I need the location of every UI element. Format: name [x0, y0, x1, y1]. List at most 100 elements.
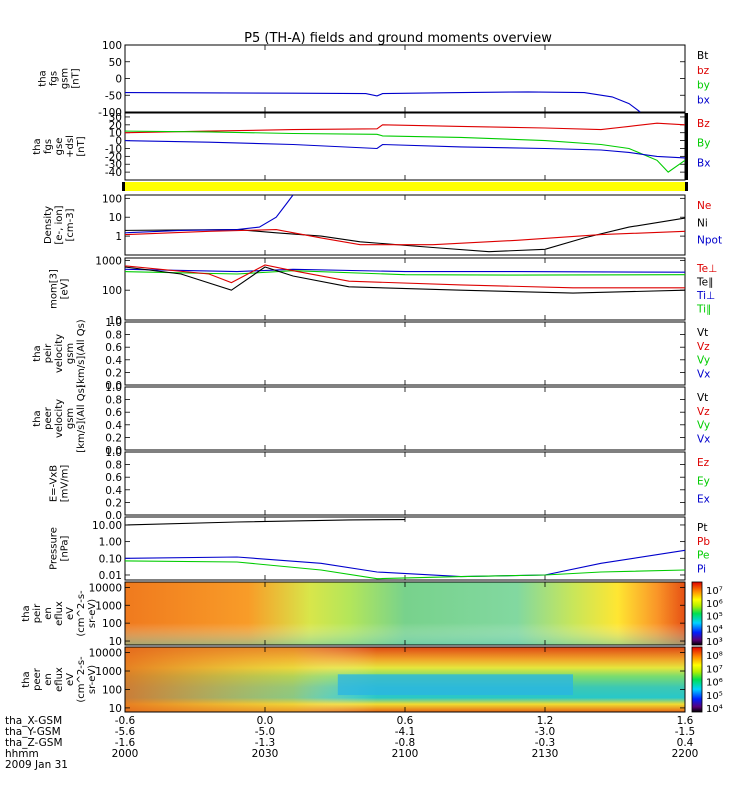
y-tick-label: 10	[109, 128, 122, 140]
y-tick-label: -40	[105, 167, 122, 179]
y-tick-label: 0.10	[99, 553, 122, 565]
y-axis-label: [cm-3]	[65, 208, 76, 241]
y-axis-label: peir	[43, 343, 54, 363]
colorbar-label: 10⁵	[706, 612, 723, 623]
colorbar-label: 10³	[706, 637, 723, 648]
series-Npot	[124, 194, 294, 234]
y-tick-label: 100	[102, 285, 122, 297]
y-tick-label: 0.2	[105, 497, 122, 509]
y-axis-label: eV	[65, 607, 76, 620]
legend-By: By	[697, 138, 710, 150]
y-tick-label: 1.0	[105, 447, 122, 459]
y-tick-label: 0.2	[105, 367, 122, 379]
panel-frame	[124, 386, 686, 451]
y-axis-label: tha	[38, 70, 49, 86]
y-axis-label: [nT]	[71, 68, 82, 88]
y-axis-label: peir	[32, 603, 43, 623]
legend-Ex: Ex	[697, 494, 710, 506]
panel-frame	[124, 44, 686, 113]
y-tick-label: -20	[105, 151, 122, 163]
y-tick-label: 1000	[95, 600, 122, 612]
y-axis-label: Density	[43, 206, 54, 244]
legend-Te∥: Te∥	[696, 277, 713, 289]
y-tick-label: 0.2	[105, 432, 122, 444]
legend-Pt: Pt	[697, 522, 707, 534]
separator-cap	[685, 182, 688, 191]
y-tick-label: 0.0	[105, 510, 122, 522]
x-tick-label: 2200	[672, 748, 699, 760]
y-tick-label: 1.0	[105, 382, 122, 394]
x-tick-label: 2030	[252, 748, 279, 760]
colorbar-label: 10⁶	[706, 678, 723, 689]
x-tick-label: 1.6	[677, 715, 694, 727]
y-tick-label: 10	[109, 636, 122, 648]
y-axis-label: tha	[21, 671, 32, 687]
y-tick-label: 100	[102, 40, 122, 52]
y-axis-label: fgs	[43, 139, 54, 154]
panel-frame	[124, 112, 686, 181]
spectrogram-blob	[337, 674, 573, 696]
series-Pt	[124, 519, 406, 526]
series-Bx	[124, 140, 686, 159]
legend-Vx: Vx	[697, 368, 710, 380]
separator-bar	[125, 182, 685, 191]
panel-mom_temp: 1000 100 10 mom[3] [eV] Te⊥ Te∥Ti⊥ Ti∥	[49, 255, 718, 327]
y-axis-label: tha	[32, 345, 43, 361]
panel-frame	[124, 516, 686, 581]
colorbar-label: 10⁴	[706, 704, 723, 715]
x-tick-label: 0.6	[397, 715, 414, 727]
x-row-label: tha_X-GSM	[5, 715, 62, 727]
y-tick-label: 30	[109, 112, 122, 124]
y-tick-label: 10	[109, 315, 122, 327]
y-tick-label: 100	[102, 193, 122, 205]
x-row-label: tha_Y-GSM	[5, 726, 61, 738]
colorbar-label: 10⁷	[706, 664, 723, 675]
spectrogram-shade	[125, 582, 685, 645]
colorbar-label: 10⁷	[706, 586, 723, 597]
y-axis-label: [nPa]	[60, 535, 71, 561]
y-tick-label: 0.8	[105, 460, 122, 472]
panel-density: 100 10 1 Density [e-, ion] [cm-3] Ne Ni Npot	[43, 193, 722, 256]
y-tick-label: 10	[109, 212, 122, 224]
x-tick-label: -1.6	[115, 737, 136, 749]
y-tick-label: 100	[102, 618, 122, 630]
y-axis-label: eV	[65, 673, 76, 686]
y-tick-label: 10000	[89, 582, 122, 594]
y-tick-label: 0	[115, 74, 122, 86]
x-axis-group: -0.6-5.6-1.620000.0-5.0-1.320300.6-4.1-0…	[5, 715, 698, 771]
y-axis-label: (cm^2-s-	[76, 590, 87, 637]
legend-Ey: Ey	[697, 475, 710, 487]
x-tick-label: -5.0	[255, 726, 276, 738]
panel-fgs_gsm: 100 50 0 -50 -100 tha fgs gsm [nT] Bt bz by bx	[38, 40, 710, 119]
y-tick-label: 1000	[95, 666, 122, 678]
x-tick-label: 2130	[532, 748, 559, 760]
legend-Bt: Bt	[697, 50, 708, 62]
y-tick-label: 1.0	[105, 317, 122, 329]
y-axis-label: tha	[21, 605, 32, 621]
series-Ne	[124, 229, 686, 246]
y-tick-label: 0.4	[105, 485, 122, 497]
y-axis-label: tha	[32, 410, 43, 426]
legend-Ni: Ni	[697, 217, 708, 229]
y-axis-label: sr-eV)	[87, 665, 98, 694]
legend-Pb: Pb	[697, 536, 710, 548]
y-axis-label: (cm^2-s-	[76, 656, 87, 703]
y-tick-label: -100	[98, 107, 122, 119]
panel-frame	[124, 451, 686, 516]
y-axis-label: [km/s](All Qs)	[76, 319, 87, 387]
x-tick-label: -0.8	[395, 737, 416, 749]
series-bx	[124, 91, 641, 113]
legend-Vz: Vz	[697, 406, 710, 418]
y-tick-label: 1.00	[99, 537, 122, 549]
y-tick-label: 0.01	[99, 570, 122, 582]
x-row-label: 2009 Jan 31	[5, 759, 68, 771]
y-axis-label: peer	[32, 667, 43, 691]
legend-by: by	[697, 80, 710, 92]
legend-Ne: Ne	[697, 200, 711, 212]
y-tick-label: 0.6	[105, 407, 122, 419]
legend-Vy: Vy	[697, 420, 710, 432]
y-axis-label: velocity	[54, 399, 65, 438]
